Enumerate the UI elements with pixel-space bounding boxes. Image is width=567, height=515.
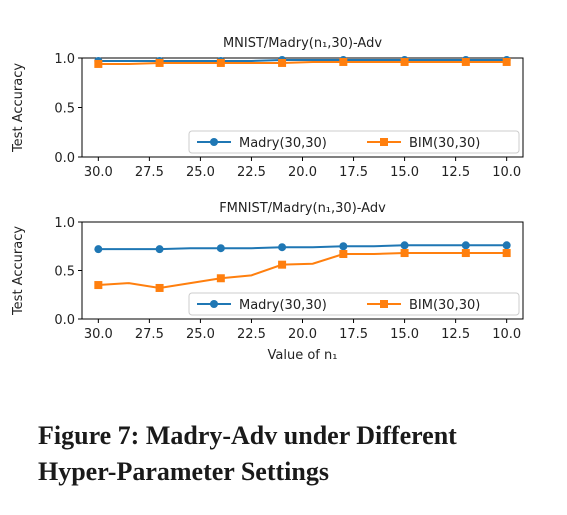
legend-label: BIM(30,30)	[409, 298, 480, 313]
x-tick-label: 15.0	[390, 327, 419, 342]
x-tick-label: 20.0	[288, 165, 317, 180]
series-line	[98, 244, 507, 251]
chart-title: MNIST/Madry(n₁,30)-Adv	[223, 36, 382, 51]
x-tick-label: 27.5	[135, 327, 164, 342]
legend-label: Madry(30,30)	[239, 136, 327, 151]
figure: MNIST/Madry(n₁,30)-Adv 0.0 0.5 1.0 30.0 27.5 2…	[11, 36, 524, 363]
x-tick-label: 12.5	[441, 165, 470, 180]
data-point	[461, 241, 470, 250]
series-line	[98, 60, 507, 65]
series-2	[94, 249, 511, 292]
legend-marker	[210, 138, 218, 146]
data-point	[278, 260, 287, 269]
x-tick-label: 15.0	[390, 165, 419, 180]
legend: Madry(30,30) BIM(30,30)	[188, 130, 520, 154]
data-point	[155, 58, 164, 67]
y-tick-label: 0.0	[54, 151, 75, 166]
data-point	[216, 244, 225, 253]
data-point	[278, 58, 287, 67]
x-tick-label: 25.0	[186, 165, 215, 180]
data-point	[216, 274, 225, 283]
x-tick-label: 25.0	[186, 327, 215, 342]
y-tick-label: 0.0	[54, 313, 75, 328]
data-point	[278, 243, 287, 252]
series-line	[98, 58, 507, 62]
x-tick-label: 22.5	[237, 165, 266, 180]
x-tick-label: 12.5	[441, 327, 470, 342]
series-line	[98, 252, 507, 289]
x-tick-label: 17.5	[339, 165, 368, 180]
data-point	[400, 57, 409, 66]
x-tick-label: 22.5	[237, 327, 266, 342]
data-point	[155, 283, 164, 292]
x-tick-label: 17.5	[339, 327, 368, 342]
y-tick-label: 0.5	[54, 102, 75, 117]
legend-marker	[210, 300, 218, 308]
legend-marker	[380, 138, 388, 146]
y-tick-label: 1.0	[54, 52, 75, 67]
y-tick-label: 0.5	[54, 265, 75, 280]
legend-box	[188, 292, 520, 316]
x-tick-label: 10.0	[492, 327, 521, 342]
data-point	[339, 250, 348, 259]
chart-title: FMNIST/Madry(n₁,30)-Adv	[219, 201, 386, 216]
data-point	[502, 241, 511, 250]
legend-label: BIM(30,30)	[409, 136, 480, 151]
legend-label: Madry(30,30)	[239, 298, 327, 313]
data-point	[461, 57, 470, 66]
series-2	[94, 57, 511, 68]
subplot-2: FMNIST/Madry(n₁,30)-Adv 0.0 0.5 1.0 30.0 27.5…	[11, 201, 524, 363]
x-axis-label: Value of n₁	[268, 348, 338, 363]
data-point	[155, 245, 164, 254]
legend: Madry(30,30) BIM(30,30)	[188, 292, 520, 316]
x-tick-label: 30.0	[84, 327, 113, 342]
data-point	[502, 249, 511, 258]
data-point	[94, 59, 103, 68]
series-1	[94, 241, 511, 254]
y-tick-label: 1.0	[54, 216, 75, 231]
legend-box	[188, 130, 520, 154]
x-tick-label: 30.0	[84, 165, 113, 180]
data-point	[216, 58, 225, 67]
y-axis-label: Test Accuracy	[11, 226, 26, 316]
data-point	[502, 57, 511, 66]
x-tick-label: 27.5	[135, 165, 164, 180]
legend-marker	[380, 300, 388, 308]
data-point	[461, 249, 470, 258]
data-point	[400, 249, 409, 258]
figure-caption: Figure 7: Madry-Adv under Different Hype…	[38, 421, 457, 486]
x-tick-label: 10.0	[492, 165, 521, 180]
data-point	[94, 245, 103, 254]
subplot-1: MNIST/Madry(n₁,30)-Adv 0.0 0.5 1.0 30.0 27.5 2…	[11, 36, 524, 180]
x-tick-label: 20.0	[288, 327, 317, 342]
data-point	[94, 281, 103, 290]
data-point	[339, 57, 348, 66]
data-point	[339, 242, 348, 251]
y-axis-label: Test Accuracy	[11, 63, 26, 153]
data-point	[400, 241, 409, 250]
